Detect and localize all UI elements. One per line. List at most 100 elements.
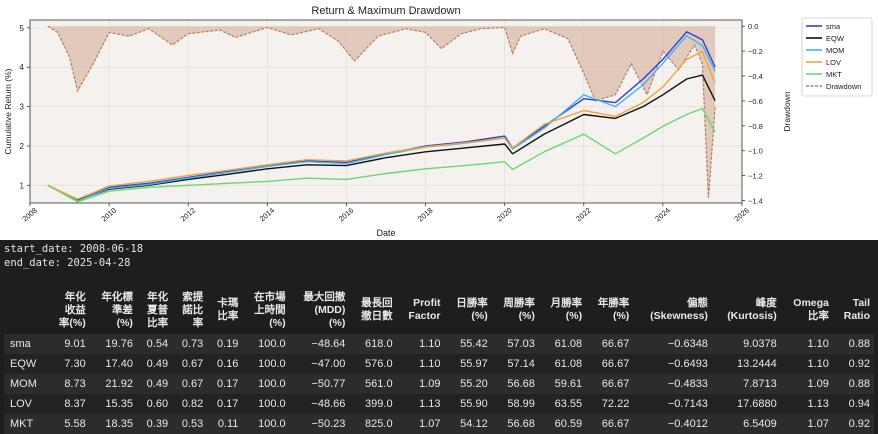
table-cell: 0.49 (146, 358, 169, 370)
x-tick-label: 2018 (416, 206, 435, 224)
table-cell: −48.66 (311, 398, 346, 410)
column-header: 周勝率 (%) (492, 286, 539, 334)
table-body: sma 9.01 19.76 0.54 0.73 0.19 100.0 −48.64 618.0… (4, 334, 874, 434)
metrics-table-wrap: 年化 收益 率(%) 年化標 準差 (%) 年化 夏普 比率 索提 諾比率卡瑪 比率 在市場 上時間 (%)… (0, 286, 878, 434)
end-date: end_date: 2025-04-28 (4, 257, 131, 269)
table-cell: 6.5409 (743, 418, 777, 430)
header-line: (%) (565, 310, 583, 322)
table-cell: 100.0 (258, 398, 286, 410)
column-header: 月勝率 (%) (539, 286, 586, 334)
table-cell: 61.08 (554, 338, 583, 350)
table-cell: 15.35 (105, 398, 133, 410)
header-line: 月勝率 (550, 297, 583, 309)
table-cell: 61.08 (554, 358, 583, 370)
header-line: 年勝率 (597, 297, 630, 309)
column-header: 年化標 準差 (%) (90, 286, 137, 334)
table-cell: 0.60 (146, 398, 169, 410)
table-cell: 1.07 (419, 418, 441, 430)
table-cell: 58.99 (507, 398, 535, 410)
column-header: Profit Factor (397, 286, 445, 334)
column-header: 在市場 上時間 (%) (242, 286, 289, 334)
table-row: sma 9.01 19.76 0.54 0.73 0.19 100.0 −48.64 618.0… (4, 334, 874, 354)
row-label: LOV (10, 398, 33, 410)
header-line: 日勝率 (456, 297, 488, 309)
y2-tick-label: −0.8 (748, 122, 763, 131)
table-header-row: 年化 收益 率(%) 年化標 準差 (%) 年化 夏普 比率 索提 諾比率卡瑪 比率 在市場 上時間 (%)… (4, 286, 874, 334)
table-cell: 55.20 (460, 378, 488, 390)
y-tick-label: 1 (20, 181, 25, 190)
x-tick-label: 2026 (732, 206, 751, 224)
header-line: 率(%) (58, 316, 86, 329)
table-cell: 0.73 (181, 338, 204, 350)
table-cell: 1.07 (807, 418, 829, 430)
table-cell: −50.77 (311, 378, 346, 390)
plot-frame (29, 19, 743, 204)
table-cell: 57.03 (507, 338, 535, 350)
table-cell: 100.0 (258, 378, 286, 390)
table-cell: 7.30 (64, 358, 86, 370)
table-cell: 1.13 (419, 398, 441, 410)
table-cell: −0.6348 (667, 338, 708, 350)
table-cell: −48.64 (311, 338, 346, 350)
legend-label-lov: LOV (826, 58, 841, 67)
x-tick-label: 2020 (495, 206, 514, 224)
header-line: 峰度 (755, 297, 777, 309)
series-line-mkt (47, 107, 716, 203)
table-cell: 0.53 (181, 418, 204, 430)
table-cell: −47.00 (311, 358, 346, 370)
legend-label-mom: MOM (826, 46, 844, 55)
table-row: MKT 5.58 18.35 0.39 0.53 0.11 100.0 −50.23 825.0… (4, 414, 874, 434)
y2-axis-label: Drawdown (782, 91, 792, 131)
header-line: Tail (852, 297, 870, 309)
x-tick-label: 2008 (20, 206, 39, 224)
table-cell: 0.49 (146, 378, 169, 390)
column-header: 最長回 撤日數 (349, 286, 396, 334)
column-header: 最大回撤 (MDD) (%) (290, 286, 350, 334)
table-cell: −0.4012 (667, 418, 708, 430)
y2-tick-label: −1.0 (748, 147, 763, 156)
table-cell: −0.7143 (667, 398, 708, 410)
table-cell: 54.12 (460, 418, 488, 430)
table-cell: 63.55 (554, 398, 583, 410)
y-tick-label: 5 (20, 24, 25, 33)
table-cell: 1.10 (807, 358, 829, 370)
table-cell: 1.10 (419, 338, 441, 350)
table-cell: 0.82 (181, 398, 204, 410)
y2-tick-label: −0.2 (748, 47, 763, 56)
y2-tick-label: −0.4 (748, 72, 763, 81)
y2-tick-label: 0.0 (748, 22, 758, 31)
table-cell: 57.14 (507, 358, 535, 370)
table-cell: 0.11 (217, 418, 239, 430)
table-row: EQW 7.30 17.40 0.49 0.67 0.16 100.0 −47.00 576.0… (4, 354, 874, 374)
table-row: MOM 8.73 21.92 0.49 0.67 0.17 100.0 −50.77 561.0… (4, 374, 874, 394)
column-header: 日勝率 (%) (445, 286, 492, 334)
table-cell: 0.54 (146, 338, 169, 350)
y2-tick-label: −0.6 (748, 97, 763, 106)
table-cell: 66.67 (601, 418, 630, 430)
date-info: start_date: 2008-06-18 end_date: 2025-04… (4, 242, 143, 270)
table-cell: 0.67 (181, 378, 204, 390)
table-cell: 9.01 (64, 338, 86, 350)
header-line: (%) (471, 310, 488, 322)
table-cell: 561.0 (365, 378, 393, 390)
header-line: 最長回 (361, 297, 393, 309)
table-cell: 0.88 (848, 338, 870, 350)
column-header: 卡瑪 比率 (207, 286, 242, 334)
table-cell: 618.0 (365, 338, 393, 350)
column-header: 年化 夏普 比率 (137, 286, 172, 334)
table-cell: 576.0 (365, 358, 393, 370)
x-axis-label: Date (376, 228, 395, 238)
column-header: Tail Ratio (833, 286, 874, 334)
header-line: 卡瑪 (217, 297, 239, 309)
header-line: (%) (518, 310, 535, 322)
header-line: 年化 (64, 290, 86, 303)
table-cell: −0.4833 (667, 378, 708, 390)
header-line: 比率 (217, 310, 239, 322)
header-line: 準差 (111, 303, 133, 316)
x-tick-label: 2010 (100, 206, 119, 224)
header-line: 上時間 (254, 303, 286, 316)
row-label: EQW (10, 358, 37, 370)
header-line: 周勝率 (503, 297, 535, 309)
header-line: 比率 (807, 310, 829, 322)
row-label: MOM (10, 378, 37, 390)
